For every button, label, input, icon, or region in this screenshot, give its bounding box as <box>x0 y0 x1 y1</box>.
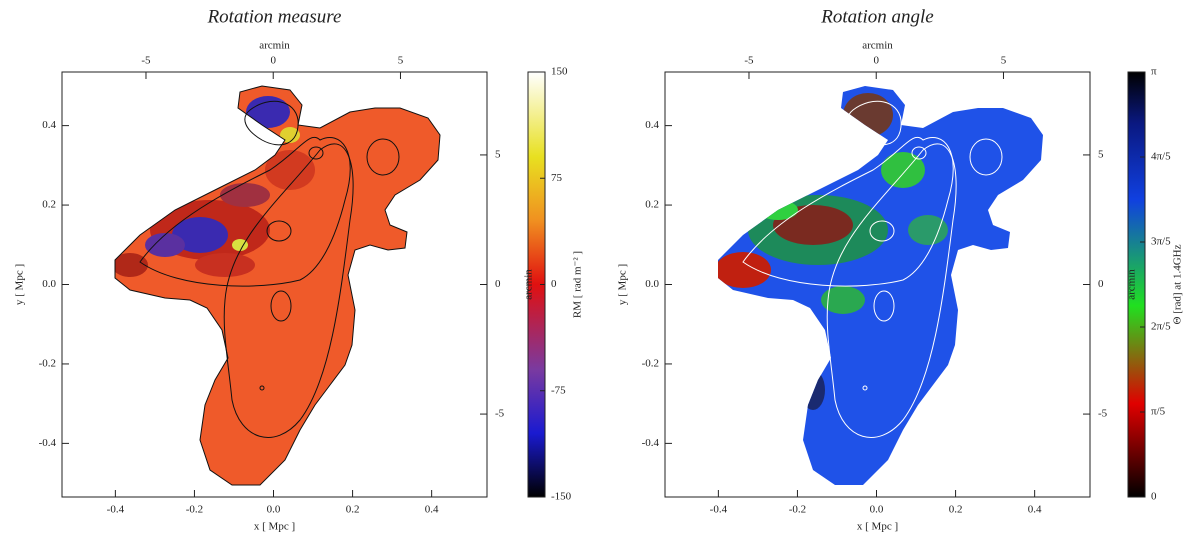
top-tick-label: 5 <box>398 55 404 67</box>
panel-title: Rotation measure <box>207 6 342 27</box>
y-tick-label: 0.2 <box>645 199 659 211</box>
right-tick-label: 0 <box>495 278 501 290</box>
y-tick-label: 0.2 <box>42 199 56 211</box>
colorbar-label: Θ [rad] at 1.4GHz <box>1172 244 1184 324</box>
y-tick-label: 0.0 <box>42 278 56 290</box>
colorbar-tick-label: π/5 <box>1151 406 1166 418</box>
right-tick-label: -5 <box>1098 408 1108 420</box>
right-axis-label: arcmin <box>1126 269 1138 300</box>
top-tick-label: 0 <box>873 55 879 67</box>
x-tick-label: 0.2 <box>346 504 360 516</box>
x-axis-label: x [ Mpc ] <box>254 521 295 533</box>
right-tick-label: 5 <box>495 148 501 160</box>
x-tick-label: -0.4 <box>107 504 125 516</box>
colorbar-tick-label: -150 <box>551 491 572 503</box>
x-tick-label: 0.4 <box>1028 504 1042 516</box>
x-tick-label: 0.2 <box>949 504 963 516</box>
y-tick-label: -0.2 <box>39 357 56 369</box>
colorbar-label: RM [ rad m⁻² ] <box>572 251 584 318</box>
y-tick-label: -0.4 <box>642 437 660 449</box>
y-tick-label: 0.4 <box>645 119 659 131</box>
y-tick-label: -0.4 <box>39 437 57 449</box>
right-tick-label: -5 <box>495 408 505 420</box>
y-tick-label: -0.2 <box>642 357 659 369</box>
colorbar-tick-label: 0 <box>1151 491 1157 503</box>
colorbar-tick-label: 0 <box>551 278 557 290</box>
colorbar <box>1127 71 1146 498</box>
top-axis-label: arcmin <box>862 40 893 52</box>
y-tick-label: 0.0 <box>645 278 659 290</box>
x-tick-label: 0.4 <box>425 504 439 516</box>
x-axis-label: x [ Mpc ] <box>857 521 898 533</box>
colorbar-tick-label: 150 <box>551 66 568 78</box>
x-tick-label: -0.4 <box>710 504 728 516</box>
colorbar-tick-label: π <box>1151 66 1157 78</box>
colorbar-tick-label: 75 <box>551 172 563 184</box>
y-axis-label: y [ Mpc ] <box>617 264 629 305</box>
colorbar-tick-label: -75 <box>551 384 566 396</box>
top-tick-label: -5 <box>744 55 754 67</box>
x-tick-label: 0.0 <box>870 504 884 516</box>
x-tick-label: 0.0 <box>267 504 281 516</box>
top-tick-label: -5 <box>141 55 151 67</box>
x-tick-label: -0.2 <box>186 504 203 516</box>
right-axis-label: arcmin <box>523 269 535 300</box>
top-tick-label: 0 <box>270 55 276 67</box>
y-tick-label: 0.4 <box>42 119 56 131</box>
panel-title: Rotation angle <box>820 6 933 27</box>
x-tick-label: -0.2 <box>789 504 806 516</box>
top-tick-label: 5 <box>1001 55 1007 67</box>
colorbar-tick-label: 4π/5 <box>1151 151 1171 163</box>
angle-map <box>718 86 1043 485</box>
right-tick-label: 0 <box>1098 278 1104 290</box>
rm-map <box>114 85 441 486</box>
top-axis-label: arcmin <box>259 40 290 52</box>
colorbar-tick-label: 3π/5 <box>1151 236 1171 248</box>
colorbar-tick-label: 2π/5 <box>1151 321 1171 333</box>
right-tick-label: 5 <box>1098 148 1104 160</box>
y-axis-label: y [ Mpc ] <box>14 264 26 305</box>
